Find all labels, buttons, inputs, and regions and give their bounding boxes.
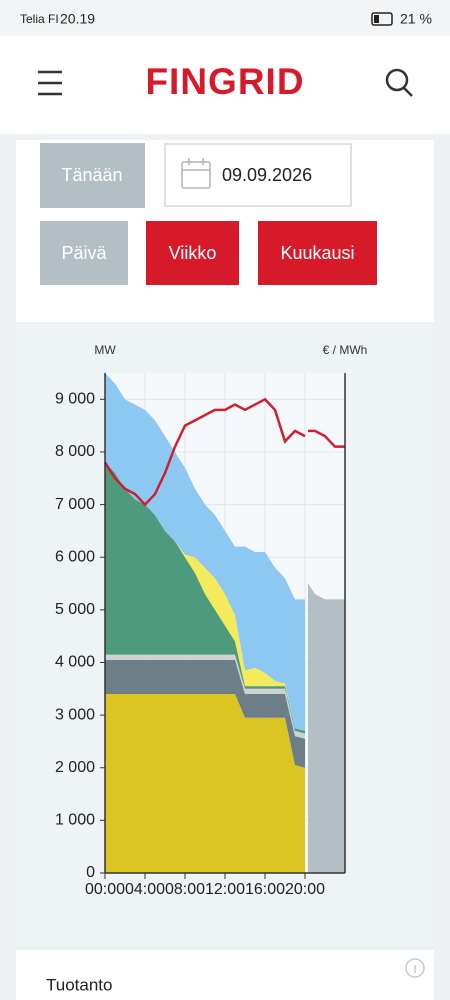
- y-tick-label: 7 000: [55, 496, 95, 513]
- today-label: Tänään: [61, 165, 122, 185]
- section-card: [16, 950, 434, 1000]
- y-tick-label: 9 000: [55, 391, 95, 408]
- clock: 20.19: [60, 11, 95, 27]
- y-tick-label: 2 000: [55, 759, 95, 776]
- period-button[interactable]: [146, 221, 239, 285]
- x-tick-label: 20:00: [285, 881, 325, 898]
- calendar-icon: [181, 158, 211, 189]
- period-button[interactable]: [40, 221, 128, 285]
- info-icon[interactable]: [405, 958, 425, 978]
- y-axis-label: MW: [94, 343, 116, 357]
- battery-percent: 21 %: [400, 11, 432, 27]
- battery-icon: [371, 12, 393, 26]
- x-tick-label: 12:00: [205, 881, 245, 898]
- y-tick-label: 4 000: [55, 654, 95, 671]
- date-picker[interactable]: [164, 143, 352, 207]
- area: [105, 462, 305, 734]
- carrier: Telia FI: [20, 12, 59, 26]
- y-tick-label: 1 000: [55, 812, 95, 829]
- menu-button[interactable]: [38, 70, 62, 96]
- y-tick-label: 6 000: [55, 548, 95, 565]
- app-header: [0, 36, 450, 134]
- y-tick-label: 0: [86, 864, 95, 881]
- y-tick-label: 3 000: [55, 706, 95, 723]
- y2-axis-label: € / MWh: [323, 343, 368, 357]
- price-line: [103, 397, 345, 507]
- forecast-area: [308, 583, 345, 873]
- x-tick-label: 04:00: [125, 881, 165, 898]
- logo[interactable]: FINGRID: [145, 61, 304, 102]
- y-tick-label: 8 000: [55, 443, 95, 460]
- search-button[interactable]: [385, 68, 413, 97]
- x-tick-label: 16:00: [245, 881, 285, 898]
- battery-level: [374, 15, 379, 23]
- y-tick-label: 5 000: [55, 601, 95, 618]
- x-tick-label: 08:00: [165, 881, 205, 898]
- period-label: Kuukausi: [280, 243, 354, 263]
- area: [105, 373, 305, 731]
- area: [105, 694, 305, 873]
- period-label: Viikko: [169, 243, 217, 263]
- x-tick-label: 00:00: [85, 881, 125, 898]
- today-button[interactable]: [40, 143, 145, 208]
- section-title: Tuotanto: [46, 975, 112, 994]
- period-button[interactable]: [258, 221, 377, 285]
- date-value: 09.09.2026: [222, 165, 312, 185]
- area: [105, 659, 305, 768]
- period-label: Päivä: [61, 243, 107, 263]
